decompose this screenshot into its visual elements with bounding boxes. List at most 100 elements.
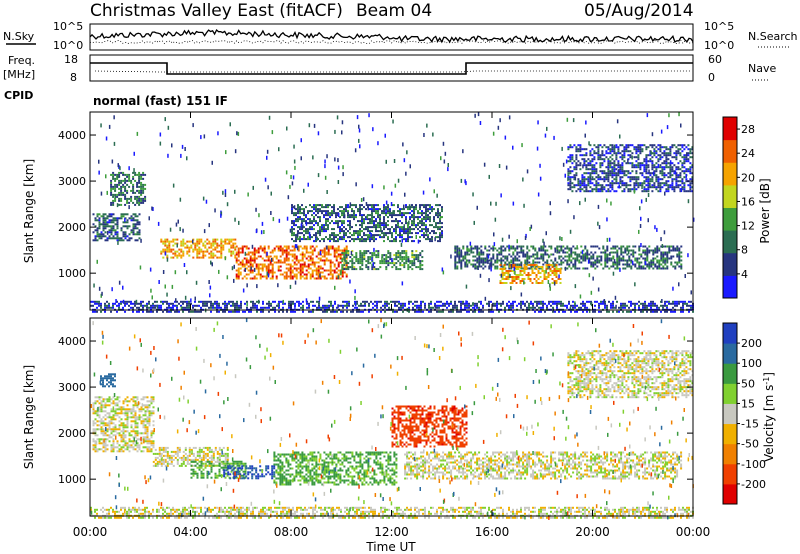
power-cell bbox=[570, 267, 573, 270]
power-cell bbox=[96, 219, 99, 222]
power-cell bbox=[363, 218, 365, 221]
power-cell bbox=[468, 253, 471, 256]
power-cell bbox=[351, 208, 353, 211]
power-cell bbox=[337, 208, 339, 211]
power-cell bbox=[162, 250, 165, 253]
power-cell bbox=[383, 210, 385, 213]
power-cell bbox=[377, 230, 379, 233]
power-cell bbox=[136, 223, 139, 226]
power-cell bbox=[355, 224, 357, 227]
power-cell bbox=[411, 222, 413, 225]
power-cell bbox=[543, 276, 546, 278]
power-cell bbox=[667, 190, 670, 193]
power-cell bbox=[623, 182, 626, 185]
power-cell bbox=[132, 185, 135, 188]
power-cell bbox=[666, 259, 669, 262]
power-cell bbox=[647, 186, 650, 189]
power-cell bbox=[500, 247, 503, 250]
power-cell bbox=[333, 206, 335, 209]
power-cell bbox=[365, 226, 367, 229]
power-cell bbox=[110, 213, 113, 216]
power-cell bbox=[285, 275, 288, 278]
noise-right-label: N.Search bbox=[748, 30, 798, 43]
power-cell bbox=[176, 256, 179, 259]
power-cell bbox=[534, 257, 537, 260]
power-cell bbox=[615, 174, 618, 177]
power-cell bbox=[116, 173, 119, 176]
power-cell bbox=[646, 263, 649, 266]
power-cell bbox=[369, 208, 371, 211]
power-cell bbox=[341, 264, 344, 267]
power-cell bbox=[403, 256, 406, 259]
power-cell bbox=[542, 253, 545, 256]
power-cell bbox=[94, 300, 96, 303]
power-cell bbox=[636, 257, 639, 260]
power-cell bbox=[234, 302, 236, 305]
power-cell bbox=[496, 302, 498, 305]
power-cell bbox=[176, 310, 178, 313]
power-cell bbox=[591, 176, 594, 179]
power-cell bbox=[604, 249, 607, 252]
power-cell bbox=[104, 225, 107, 228]
power-cell bbox=[397, 234, 399, 237]
power-cell bbox=[609, 182, 612, 185]
power-cell bbox=[333, 232, 335, 235]
power-cell bbox=[303, 210, 305, 213]
power-cell bbox=[259, 263, 262, 266]
power-cell bbox=[116, 231, 119, 234]
power-cell bbox=[529, 278, 532, 280]
power-cell bbox=[218, 304, 220, 307]
power-cell bbox=[210, 254, 213, 257]
power-cell bbox=[512, 247, 515, 250]
power-cell bbox=[690, 306, 692, 309]
power-cell bbox=[549, 274, 552, 276]
power-cell bbox=[554, 300, 556, 303]
power-cell bbox=[560, 255, 563, 258]
power-cell bbox=[396, 304, 398, 307]
power-cell bbox=[511, 280, 514, 282]
power-cell bbox=[472, 255, 475, 258]
power-cell bbox=[610, 247, 613, 250]
power-cell bbox=[685, 180, 688, 183]
power-cell bbox=[402, 142, 404, 147]
power-cell bbox=[134, 203, 137, 206]
power-cell bbox=[655, 176, 658, 179]
power-cell bbox=[528, 257, 531, 260]
power-cell bbox=[579, 144, 582, 147]
noise-panel-frame bbox=[89, 23, 694, 51]
power-cell bbox=[609, 152, 612, 155]
power-cell bbox=[102, 227, 105, 230]
power-cell bbox=[675, 156, 678, 159]
power-cell bbox=[243, 257, 246, 260]
power-cell bbox=[553, 274, 556, 276]
power-cell bbox=[624, 263, 627, 266]
power-cell bbox=[579, 186, 582, 189]
power-cell bbox=[650, 310, 652, 313]
power-cell bbox=[589, 180, 592, 183]
power-cell bbox=[303, 234, 305, 237]
power-cell bbox=[246, 306, 248, 309]
power-cell bbox=[526, 306, 528, 309]
power-cell bbox=[335, 259, 338, 262]
power-cell bbox=[601, 154, 604, 157]
power-cell bbox=[110, 189, 113, 192]
power-cell bbox=[597, 176, 600, 179]
power-cell bbox=[626, 261, 629, 264]
power-cell bbox=[395, 254, 398, 257]
power-cell bbox=[114, 185, 117, 188]
power-cell bbox=[689, 170, 692, 173]
power-cell bbox=[619, 144, 622, 147]
power-cell bbox=[630, 249, 633, 252]
power-cell bbox=[520, 247, 523, 250]
power-cell bbox=[645, 188, 648, 191]
power-cell bbox=[436, 310, 438, 313]
power-cell bbox=[435, 236, 437, 239]
power-cell bbox=[396, 300, 398, 303]
power-cell bbox=[657, 184, 660, 187]
power-cell bbox=[611, 144, 614, 147]
power-cell bbox=[621, 168, 624, 171]
power-cell bbox=[598, 247, 601, 250]
power-cell bbox=[220, 248, 223, 251]
power-cell bbox=[595, 184, 598, 187]
power-cell bbox=[335, 249, 338, 252]
